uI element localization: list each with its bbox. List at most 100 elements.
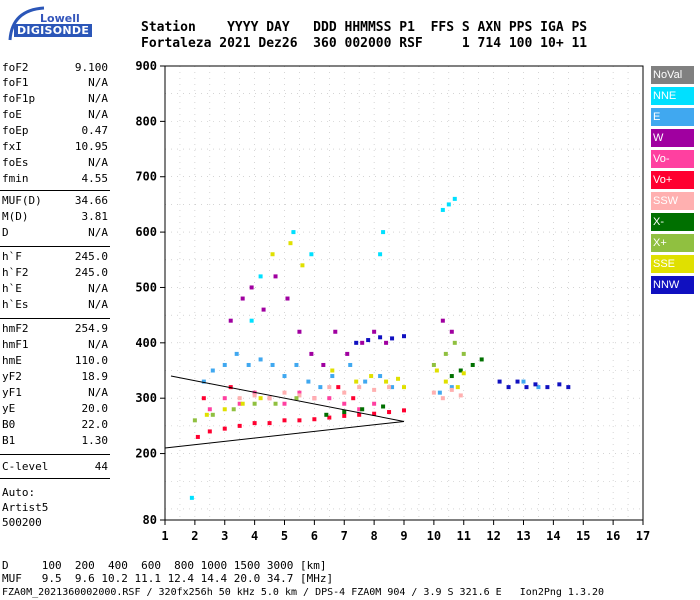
- data-point: [258, 274, 263, 279]
- data-point: [300, 263, 305, 268]
- data-point: [282, 374, 287, 379]
- data-point: [309, 252, 314, 257]
- y-tick-label: 400: [135, 336, 157, 350]
- data-point: [390, 385, 395, 390]
- param-row: fmin 4.55: [2, 172, 108, 185]
- data-point: [237, 396, 242, 401]
- data-point: [348, 362, 353, 367]
- param-value: 18.9: [81, 370, 109, 383]
- x-tick-label: 17: [636, 529, 650, 543]
- param-name: foF1: [2, 76, 29, 89]
- param-row: h`Es N/A: [2, 298, 108, 311]
- data-point: [378, 374, 383, 379]
- param-value: 34.66: [74, 194, 108, 207]
- param-value: 1.30: [81, 434, 109, 447]
- data-point: [258, 357, 263, 362]
- data-point: [458, 368, 463, 373]
- data-point: [372, 387, 377, 392]
- data-point: [384, 379, 389, 384]
- x-tick-label: 11: [457, 529, 471, 543]
- data-point: [381, 230, 386, 235]
- data-point: [443, 351, 448, 356]
- param-name: foF1p: [2, 92, 36, 105]
- param-name: hmE: [2, 354, 22, 367]
- param-name: M(D): [2, 210, 29, 223]
- data-point: [231, 407, 236, 412]
- param-row: yE 20.0: [2, 402, 108, 415]
- data-point: [267, 396, 272, 401]
- data-point: [222, 396, 227, 401]
- param-name: h`F2: [2, 266, 29, 279]
- data-point: [461, 351, 466, 356]
- param-name: B1: [2, 434, 16, 447]
- data-point: [515, 379, 520, 384]
- param-value: 245.0: [74, 266, 108, 279]
- param-name: yF1: [2, 386, 22, 399]
- data-point: [366, 338, 371, 343]
- data-point: [402, 385, 406, 390]
- data-point: [237, 401, 242, 406]
- param-row: yF1 N/A: [2, 386, 108, 399]
- data-point: [387, 410, 392, 415]
- data-point: [273, 401, 278, 406]
- data-point: [207, 429, 212, 434]
- param-name: h`F: [2, 250, 22, 263]
- data-point: [449, 329, 454, 334]
- param-name: fmin: [2, 172, 29, 185]
- data-point: [282, 390, 287, 395]
- x-tick-label: 4: [251, 529, 258, 543]
- data-point: [201, 396, 206, 401]
- param-value: N/A: [88, 226, 108, 239]
- logo-arc-icon: [8, 6, 45, 41]
- data-point: [449, 374, 454, 379]
- param-row: fxI 10.95: [2, 140, 108, 153]
- legend-item: NNW: [651, 276, 694, 294]
- data-point: [402, 334, 406, 339]
- data-point: [479, 357, 484, 362]
- data-point: [396, 376, 401, 381]
- y-tick-label: 700: [135, 170, 157, 184]
- data-point: [360, 407, 365, 412]
- param-name: foEs: [2, 156, 29, 169]
- data-point: [252, 421, 257, 426]
- data-point: [294, 362, 299, 367]
- data-point: [360, 340, 365, 345]
- y-tick-label: 600: [135, 225, 157, 239]
- profile-line: [164, 420, 405, 449]
- param-row: M(D) 3.81: [2, 210, 108, 223]
- data-point: [470, 362, 475, 367]
- data-point: [381, 404, 386, 409]
- data-point: [497, 379, 502, 384]
- y-tick-label: 300: [135, 391, 157, 405]
- data-point: [222, 407, 227, 412]
- separator: [0, 478, 110, 479]
- data-point: [321, 362, 326, 367]
- data-point: [449, 385, 454, 390]
- x-tick-label: 10: [427, 529, 441, 543]
- param-name: D: [2, 226, 9, 239]
- data-point: [387, 385, 392, 390]
- x-tick-label: 7: [341, 529, 348, 543]
- data-point: [446, 202, 451, 207]
- param-value: N/A: [88, 386, 108, 399]
- data-point: [252, 401, 257, 406]
- data-point: [384, 340, 389, 345]
- data-point: [351, 396, 356, 401]
- auto-label: Auto:: [2, 486, 36, 499]
- ionogram-chart: 1 2 3 4 5 6 7 8 9 10 11 12 13 14 15 16 17802003004005006…: [135, 59, 650, 543]
- data-point: [261, 307, 266, 312]
- y-tick-label: 80: [143, 513, 157, 527]
- data-point: [306, 379, 311, 384]
- data-point: [237, 423, 242, 428]
- param-row: foF1 N/A: [2, 76, 108, 89]
- logo-lowell-text: Lowell: [40, 12, 80, 25]
- param-value: N/A: [88, 92, 108, 105]
- data-point: [330, 374, 335, 379]
- data-point: [461, 371, 466, 376]
- data-point: [309, 351, 314, 356]
- data-point: [533, 382, 538, 387]
- muf-row: MUF 9.5 9.6 10.2 11.1 12.4 14.4 20.0 34.…: [2, 572, 334, 585]
- data-point: [234, 351, 239, 356]
- x-tick-label: 1: [161, 529, 168, 543]
- data-point: [452, 196, 457, 201]
